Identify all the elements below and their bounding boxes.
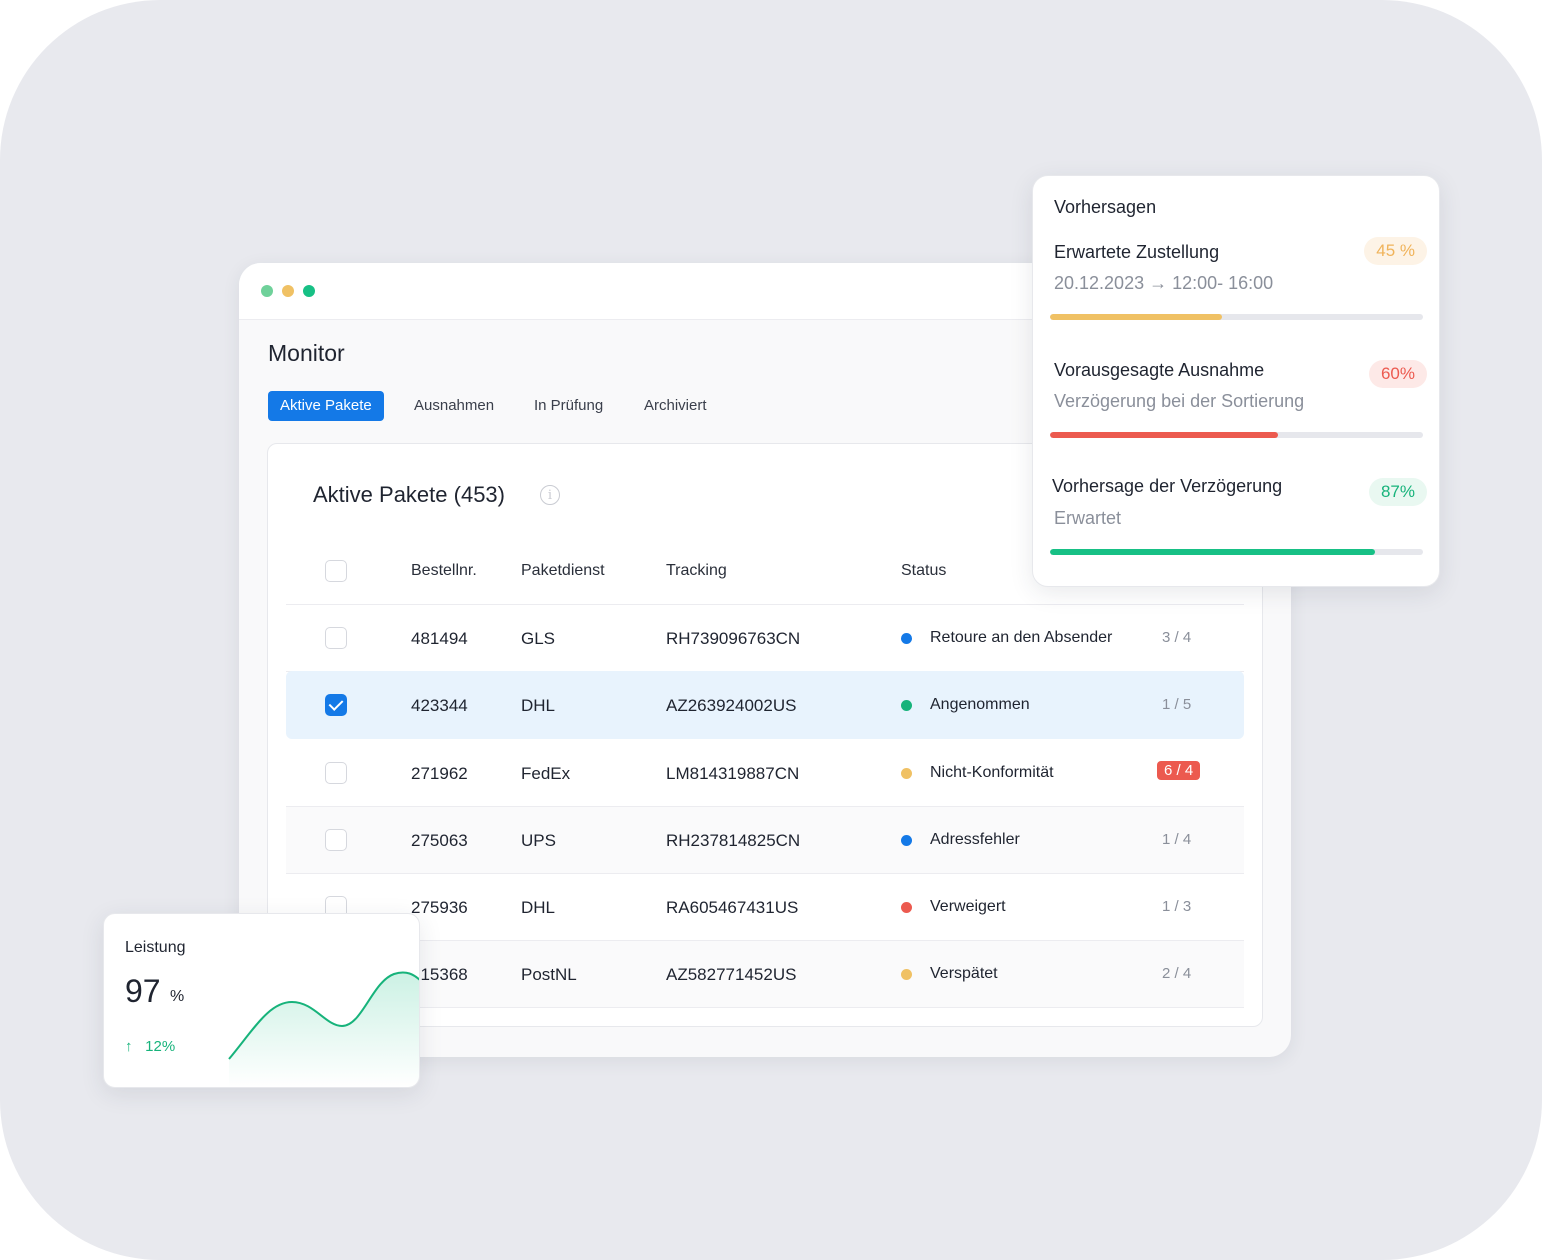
status-label: Nicht-Konformität	[930, 764, 1054, 781]
prediction-progress-fill	[1050, 314, 1222, 320]
order-number: 423344	[411, 696, 468, 715]
header-paketdienst[interactable]: Paketdienst	[521, 562, 605, 579]
step-count: 1 / 4	[1162, 831, 1192, 848]
select-all-checkbox[interactable]	[325, 560, 347, 582]
tracking-number[interactable]: AZ263924002US	[666, 696, 797, 715]
prediction-progress-fill	[1050, 549, 1375, 555]
header-divider	[286, 604, 1244, 605]
prediction-title: Erwartete Zustellung	[1054, 242, 1220, 262]
table-row[interactable]: 271962 FedEx LM814319887CN Nicht-Konform…	[286, 740, 1244, 807]
prediction-title: Vorhersage der Verzögerung	[1052, 476, 1283, 496]
tab-in-pruefung[interactable]: In Prüfung	[534, 397, 604, 414]
step-count: 1 / 5	[1162, 696, 1192, 713]
sparkline-area	[229, 972, 419, 1087]
header-status[interactable]: Status	[901, 562, 947, 579]
carrier: UPS	[521, 831, 556, 850]
performance-title: Leistung	[125, 939, 186, 956]
status-dot	[901, 902, 912, 913]
table-row[interactable]: 481494 GLS RH739096763CN Retoure an den …	[286, 605, 1244, 672]
order-number: 271962	[411, 764, 468, 783]
sparkline-line	[228, 971, 419, 1060]
arrow-up-icon: ↑	[125, 1038, 133, 1055]
carrier: FedEx	[521, 764, 571, 783]
row-checkbox[interactable]	[325, 694, 347, 716]
prediction-progress	[1050, 314, 1423, 320]
performance-sparkline	[228, 971, 419, 1087]
window-dot-2[interactable]	[282, 285, 294, 297]
step-count: 3 / 4	[1162, 629, 1192, 646]
prediction-badge: 87%	[1368, 478, 1427, 506]
status-dot	[901, 768, 912, 779]
tracking-number[interactable]: AZ582771452US	[666, 965, 797, 984]
performance-unit: %	[170, 988, 185, 1005]
window-dot-3[interactable]	[303, 285, 315, 297]
prediction-subtitle: Erwartet	[1054, 508, 1122, 528]
row-checkbox[interactable]	[325, 762, 347, 784]
predictions-panel: Vorhersagen Erwartete Zustellung 45 % 20…	[1032, 175, 1440, 587]
step-count: 1 / 3	[1162, 898, 1192, 915]
carrier: DHL	[521, 898, 556, 917]
header-tracking[interactable]: Tracking	[666, 562, 727, 579]
status-label: Verweigert	[930, 898, 1006, 915]
order-number: 481494	[411, 629, 468, 648]
status-dot	[901, 700, 912, 711]
prediction-badge: 45 %	[1364, 237, 1427, 265]
status-dot	[901, 633, 912, 644]
status-label: Retoure an den Absender	[930, 629, 1113, 646]
order-number: 415368	[411, 965, 468, 984]
info-icon[interactable]: i	[540, 485, 560, 505]
prediction-subtitle: Verzögerung bei der Sortierung	[1054, 391, 1305, 411]
tab-archiviert[interactable]: Archiviert	[644, 397, 707, 414]
performance-delta-value: 12%	[145, 1038, 176, 1055]
table-title: Aktive Pakete (453)	[313, 482, 505, 507]
performance-card: Leistung 97 % ↑ 12%	[103, 913, 420, 1088]
packages-card: Aktive Pakete (453) i Bestellnr. Paketdi…	[267, 443, 1263, 1027]
carrier: DHL	[521, 696, 556, 715]
step-count-alert: 6 / 4	[1157, 761, 1201, 780]
status-label: Adressfehler	[930, 831, 1020, 848]
prediction-progress-fill	[1050, 432, 1278, 438]
header-bestellnr[interactable]: Bestellnr.	[411, 562, 477, 579]
prediction-subtitle: 20.12.2023 → 12:00- 16:00	[1054, 273, 1274, 293]
window-dot-1[interactable]	[261, 285, 273, 297]
status-dot	[901, 835, 912, 846]
page-title: Monitor	[268, 340, 345, 366]
tracking-number[interactable]: RH237814825CN	[666, 831, 801, 850]
carrier: GLS	[521, 629, 556, 648]
tab-ausnahmen[interactable]: Ausnahmen	[414, 397, 495, 414]
step-count: 2 / 4	[1162, 965, 1192, 982]
prediction-progress	[1050, 549, 1423, 555]
predictions-title: Vorhersagen	[1054, 197, 1157, 217]
tab-aktive-pakete[interactable]: Aktive Pakete	[268, 391, 384, 421]
performance-value: 97	[125, 973, 161, 1009]
status-label: Verspätet	[930, 965, 998, 982]
row-checkbox[interactable]	[325, 829, 347, 851]
table-row[interactable]: 415368 PostNL AZ582771452US Verspätet 2 …	[286, 941, 1244, 1008]
carrier: PostNL	[521, 965, 577, 984]
table-row[interactable]: 275936 DHL RA605467431US Verweigert 1 / …	[286, 874, 1244, 941]
order-number: 275936	[411, 898, 468, 917]
tracking-number[interactable]: RA605467431US	[666, 898, 799, 917]
table-row[interactable]: 275063 UPS RH237814825CN Adressfehler 1 …	[286, 807, 1244, 874]
prediction-badge: 60%	[1368, 360, 1427, 388]
table-row[interactable]: 423344 DHL AZ263924002US Angenommen 1 / …	[286, 671, 1244, 739]
prediction-title: Vorausgesagte Ausnahme	[1054, 360, 1265, 380]
prediction-progress	[1050, 432, 1423, 438]
tracking-number[interactable]: LM814319887CN	[666, 764, 800, 783]
row-checkbox[interactable]	[325, 627, 347, 649]
status-dot	[901, 969, 912, 980]
order-number: 275063	[411, 831, 468, 850]
performance-delta: ↑ 12%	[125, 1038, 175, 1055]
status-label: Angenommen	[930, 696, 1030, 713]
tracking-number[interactable]: RH739096763CN	[666, 629, 801, 648]
